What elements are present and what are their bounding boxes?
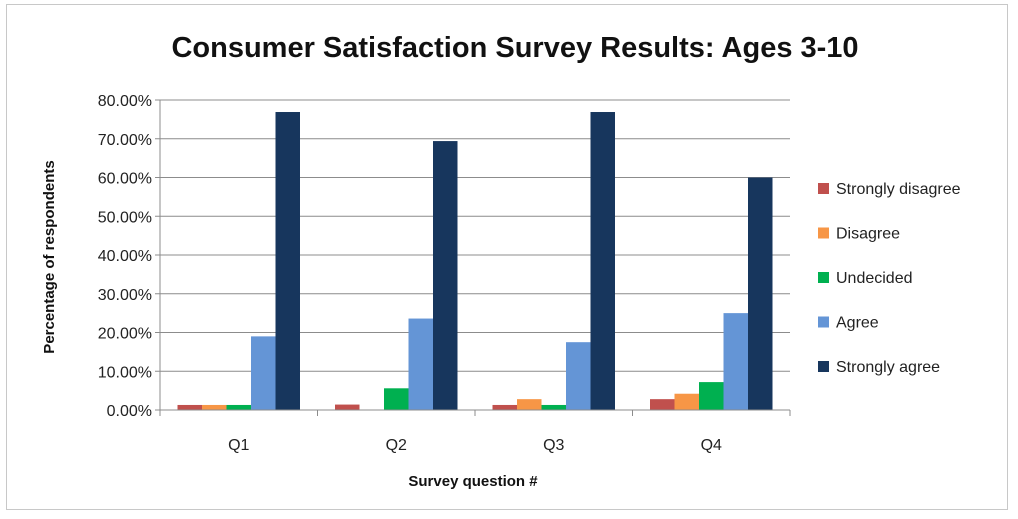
- bar-agree-q4: [723, 313, 748, 410]
- bar-undecided-q4: [699, 382, 724, 410]
- y-tick-label: 0.00%: [107, 403, 152, 420]
- chart-title: Consumer Satisfaction Survey Results: Ag…: [171, 32, 858, 64]
- bar-undecided-q2: [384, 388, 409, 410]
- bar-strongly-disagree-q4: [650, 399, 675, 410]
- bar-undecided-q1: [226, 404, 251, 410]
- legend-label: Agree: [836, 315, 879, 332]
- legend: Strongly disagree Disagree Undecided Agree S…: [818, 181, 961, 376]
- legend-swatch: [818, 272, 829, 283]
- x-axis-tick-labels: Q1 Q2 Q3 Q4: [228, 437, 722, 454]
- bar-strongly-disagree-q2: [335, 404, 360, 410]
- x-tick-label: Q2: [386, 437, 407, 454]
- bar-strongly-disagree-q1: [177, 404, 202, 410]
- bar-disagree-q3: [517, 399, 542, 410]
- bar-agree-q2: [408, 318, 433, 410]
- x-axis-title: Survey question #: [408, 473, 538, 490]
- y-tick-label: 40.00%: [98, 248, 152, 265]
- chart-frame: [6, 4, 1008, 510]
- y-tick-label: 20.00%: [98, 326, 152, 343]
- y-tick-label: 10.00%: [98, 364, 152, 381]
- legend-swatch: [818, 316, 829, 328]
- legend-swatch: [818, 183, 829, 194]
- y-tick-label: 80.00%: [98, 93, 152, 110]
- x-tick-label: Q3: [543, 437, 564, 454]
- bar-agree-q1: [251, 336, 276, 410]
- bar-strongly-agree-q3: [590, 112, 615, 410]
- bar-strongly-agree-q1: [275, 112, 300, 410]
- bar-strongly-agree-q4: [748, 177, 773, 410]
- bar-undecided-q3: [541, 404, 566, 410]
- legend-label: Undecided: [836, 270, 913, 287]
- y-axis-tick-labels: 0.00% 10.00% 20.00% 30.00% 40.00% 50.00% 60.00…: [98, 93, 152, 420]
- bar-agree-q3: [566, 342, 591, 410]
- bar-disagree-q4: [674, 393, 699, 410]
- legend-label: Strongly agree: [836, 359, 940, 376]
- bar-disagree-q1: [202, 404, 227, 410]
- bars: [177, 112, 773, 410]
- x-tick-label: Q1: [228, 437, 249, 454]
- legend-swatch: [818, 361, 829, 372]
- x-tick-label: Q4: [701, 437, 722, 454]
- y-tick-label: 70.00%: [98, 132, 152, 149]
- gridlines: [155, 99, 790, 411]
- axes: [159, 100, 791, 416]
- bar-strongly-disagree-q3: [492, 404, 517, 410]
- y-tick-label: 30.00%: [98, 287, 152, 304]
- y-tick-label: 60.00%: [98, 171, 152, 188]
- y-axis-title: Percentage of respondents: [41, 160, 58, 353]
- bar-strongly-agree-q2: [433, 141, 458, 410]
- y-tick-label: 50.00%: [98, 209, 152, 226]
- legend-label: Strongly disagree: [836, 181, 961, 198]
- legend-label: Disagree: [836, 226, 900, 243]
- legend-swatch: [818, 227, 829, 239]
